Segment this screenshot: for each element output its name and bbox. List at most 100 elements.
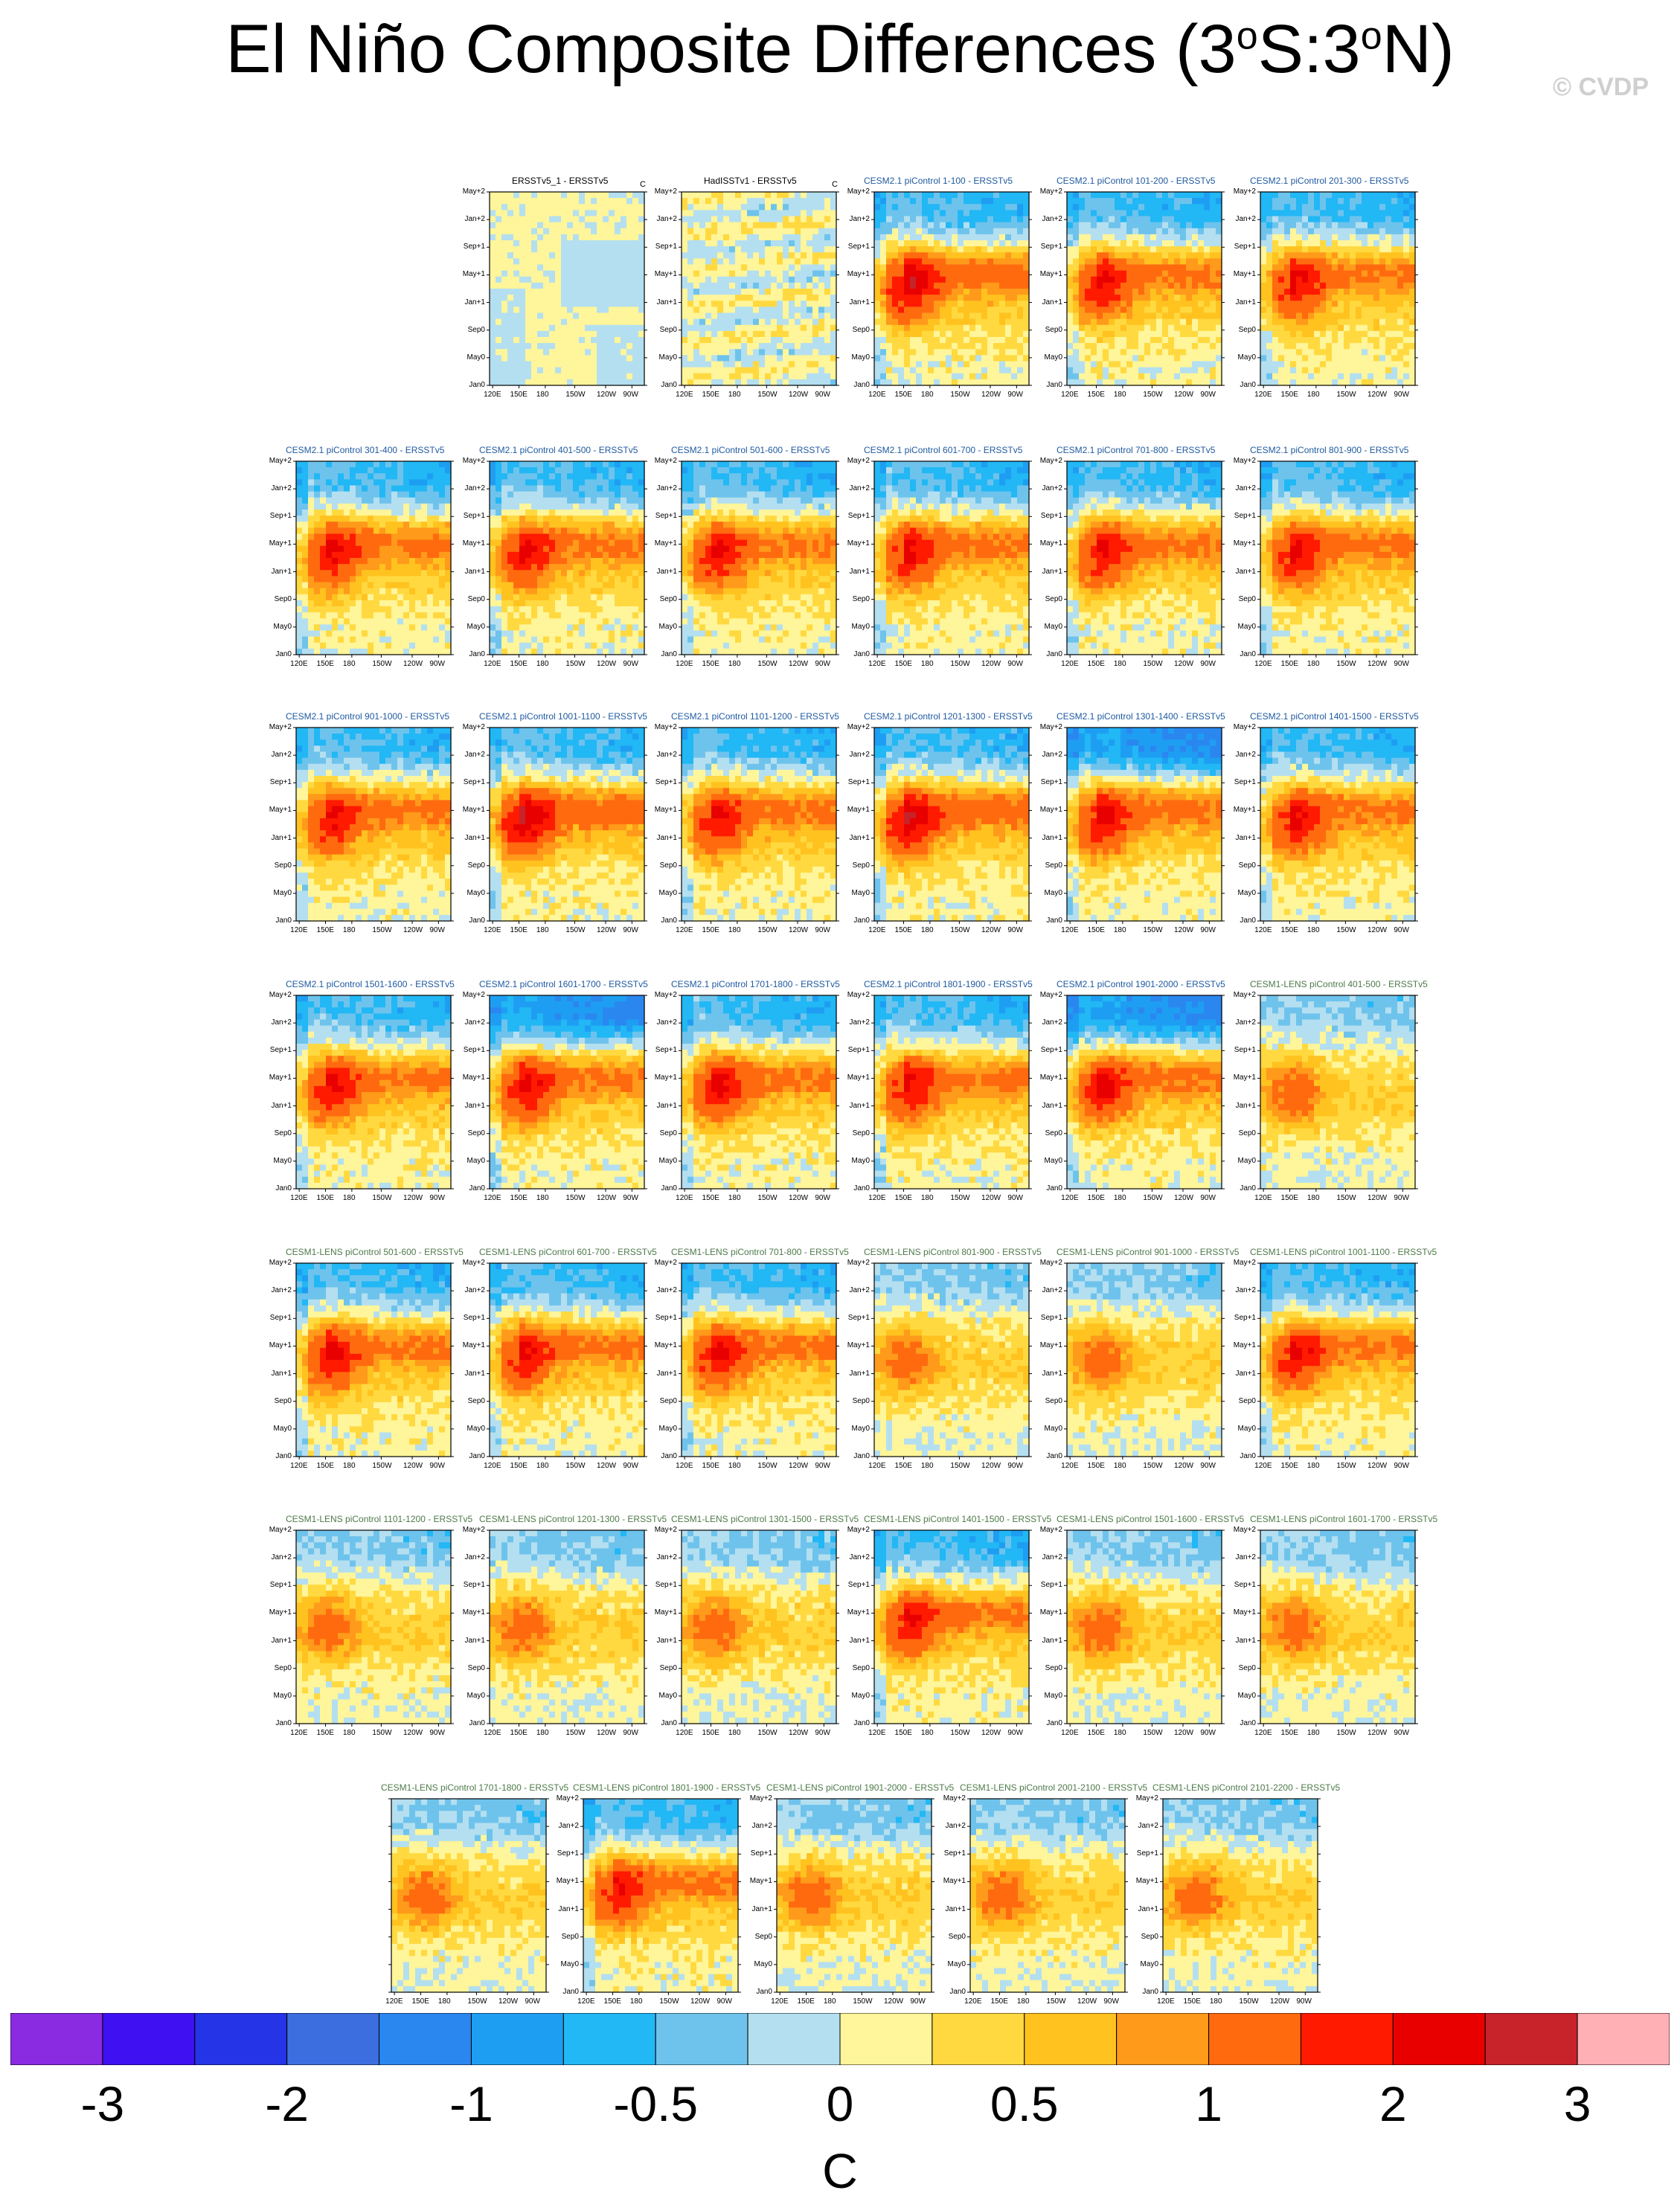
heatmap-cell: [981, 367, 988, 374]
heatmap-cell: [1216, 265, 1222, 272]
heatmap-cell: [567, 204, 574, 211]
heatmap-cell: [934, 228, 940, 235]
heatmap-cell: [1186, 306, 1193, 313]
heatmap-cell: [874, 313, 881, 320]
heatmap-cell: [445, 461, 452, 468]
heatmap-cell: [597, 355, 603, 362]
heatmap-cell: [1409, 283, 1416, 289]
heatmap-cell: [1284, 258, 1291, 265]
heatmap-cell: [801, 325, 807, 332]
heatmap-cell: [699, 246, 706, 253]
heatmap-cell: [789, 362, 795, 368]
heatmap-cell: [1272, 295, 1279, 301]
heatmap-cell: [952, 337, 958, 344]
heatmap-cell: [729, 325, 736, 332]
heatmap-cell: [1023, 210, 1030, 216]
heatmap-cell: [427, 479, 434, 486]
heatmap-cell: [1385, 204, 1392, 211]
heatmap-cell: [1350, 379, 1356, 386]
heatmap-cell: [561, 337, 568, 344]
heatmap-cell: [513, 325, 520, 332]
heatmap-cell: [1162, 283, 1169, 289]
heatmap-cell: [531, 246, 538, 253]
heatmap-cell: [952, 306, 958, 313]
heatmap-cell: [1272, 234, 1279, 241]
heatmap-cell: [807, 331, 813, 338]
heatmap-cell: [771, 198, 778, 205]
heatmap-cell: [314, 534, 321, 541]
heatmap-cell: [940, 252, 946, 259]
heatmap-cell: [910, 289, 917, 295]
heatmap-cell: [1210, 210, 1216, 216]
heatmap-cell: [1079, 313, 1086, 320]
heatmap-cell: [711, 289, 718, 295]
heatmap-cell: [1023, 373, 1030, 380]
heatmap-cell: [573, 379, 580, 386]
heatmap-cell: [904, 222, 911, 229]
xtick-label: 150E: [702, 391, 719, 399]
heatmap-cell: [501, 355, 508, 362]
heatmap-cell: [490, 198, 496, 205]
heatmap-cell: [1097, 271, 1103, 277]
heatmap-cell: [1126, 373, 1133, 380]
heatmap-cell: [632, 222, 639, 229]
heatmap-cell: [537, 325, 544, 332]
heatmap-cell: [789, 240, 795, 247]
heatmap-cell: [439, 594, 446, 601]
heatmap-cell: [969, 331, 976, 338]
heatmap-cell: [356, 564, 362, 571]
heatmap-cell: [934, 283, 940, 289]
heatmap-cell: [1260, 367, 1267, 374]
heatmap-cell: [597, 367, 603, 374]
heatmap-cell: [747, 306, 754, 313]
heatmap-cell: [326, 558, 333, 565]
heatmap-cell: [1320, 228, 1327, 235]
heatmap-cell: [1109, 301, 1115, 307]
heatmap-cell: [874, 355, 881, 362]
heatmap-cell: [874, 222, 881, 229]
heatmap-cell: [916, 319, 923, 326]
heatmap-cell: [296, 558, 303, 565]
heatmap-cell: [812, 283, 819, 289]
heatmap-cell: [585, 265, 591, 272]
heatmap-cell: [1284, 331, 1291, 338]
heatmap-cell: [609, 258, 615, 265]
panel-title: CESM2.1 piControl 201-300 - ERSSTv5: [1250, 176, 1408, 186]
heatmap-cell: [987, 295, 994, 301]
heatmap-cell: [603, 222, 609, 229]
heatmap-cell: [1266, 258, 1273, 265]
heatmap-cell: [1091, 234, 1097, 241]
heatmap-cell: [1103, 373, 1109, 380]
heatmap-cell: [1379, 289, 1386, 295]
heatmap-cell: [1120, 337, 1127, 344]
heatmap-cell: [1368, 331, 1374, 338]
heatmap-cell: [693, 283, 700, 289]
heatmap-cell: [1073, 240, 1080, 247]
heatmap-cell: [765, 277, 772, 283]
heatmap-cell: [946, 349, 952, 356]
heatmap-cell: [433, 564, 440, 571]
heatmap-cell: [1091, 289, 1097, 295]
heatmap-cell: [874, 252, 881, 259]
ytick-label: May+1: [463, 271, 485, 278]
heatmap-cell: [981, 252, 988, 259]
heatmap-cell: [964, 265, 970, 272]
heatmap-cell: [433, 473, 440, 480]
heatmap-cell: [711, 234, 718, 241]
heatmap-cell: [1126, 343, 1133, 350]
heatmap-cell: [940, 204, 946, 211]
heatmap-cell: [1192, 246, 1199, 253]
heatmap-cell: [1332, 234, 1338, 241]
heatmap-cell: [427, 527, 434, 534]
heatmap-cell: [969, 301, 976, 307]
heatmap-cell: [314, 461, 321, 468]
heatmap-cell: [1397, 349, 1404, 356]
panel-title: CESM2.1 piControl 1-100 - ERSSTv5: [864, 176, 1013, 186]
heatmap-cell: [789, 192, 795, 199]
heatmap-cell: [1180, 313, 1187, 320]
heatmap-cell: [717, 367, 724, 374]
heatmap-cell: [705, 343, 712, 350]
heatmap-cell: [626, 325, 633, 332]
heatmap-cell: [496, 222, 502, 229]
heatmap-cell: [1356, 295, 1362, 301]
